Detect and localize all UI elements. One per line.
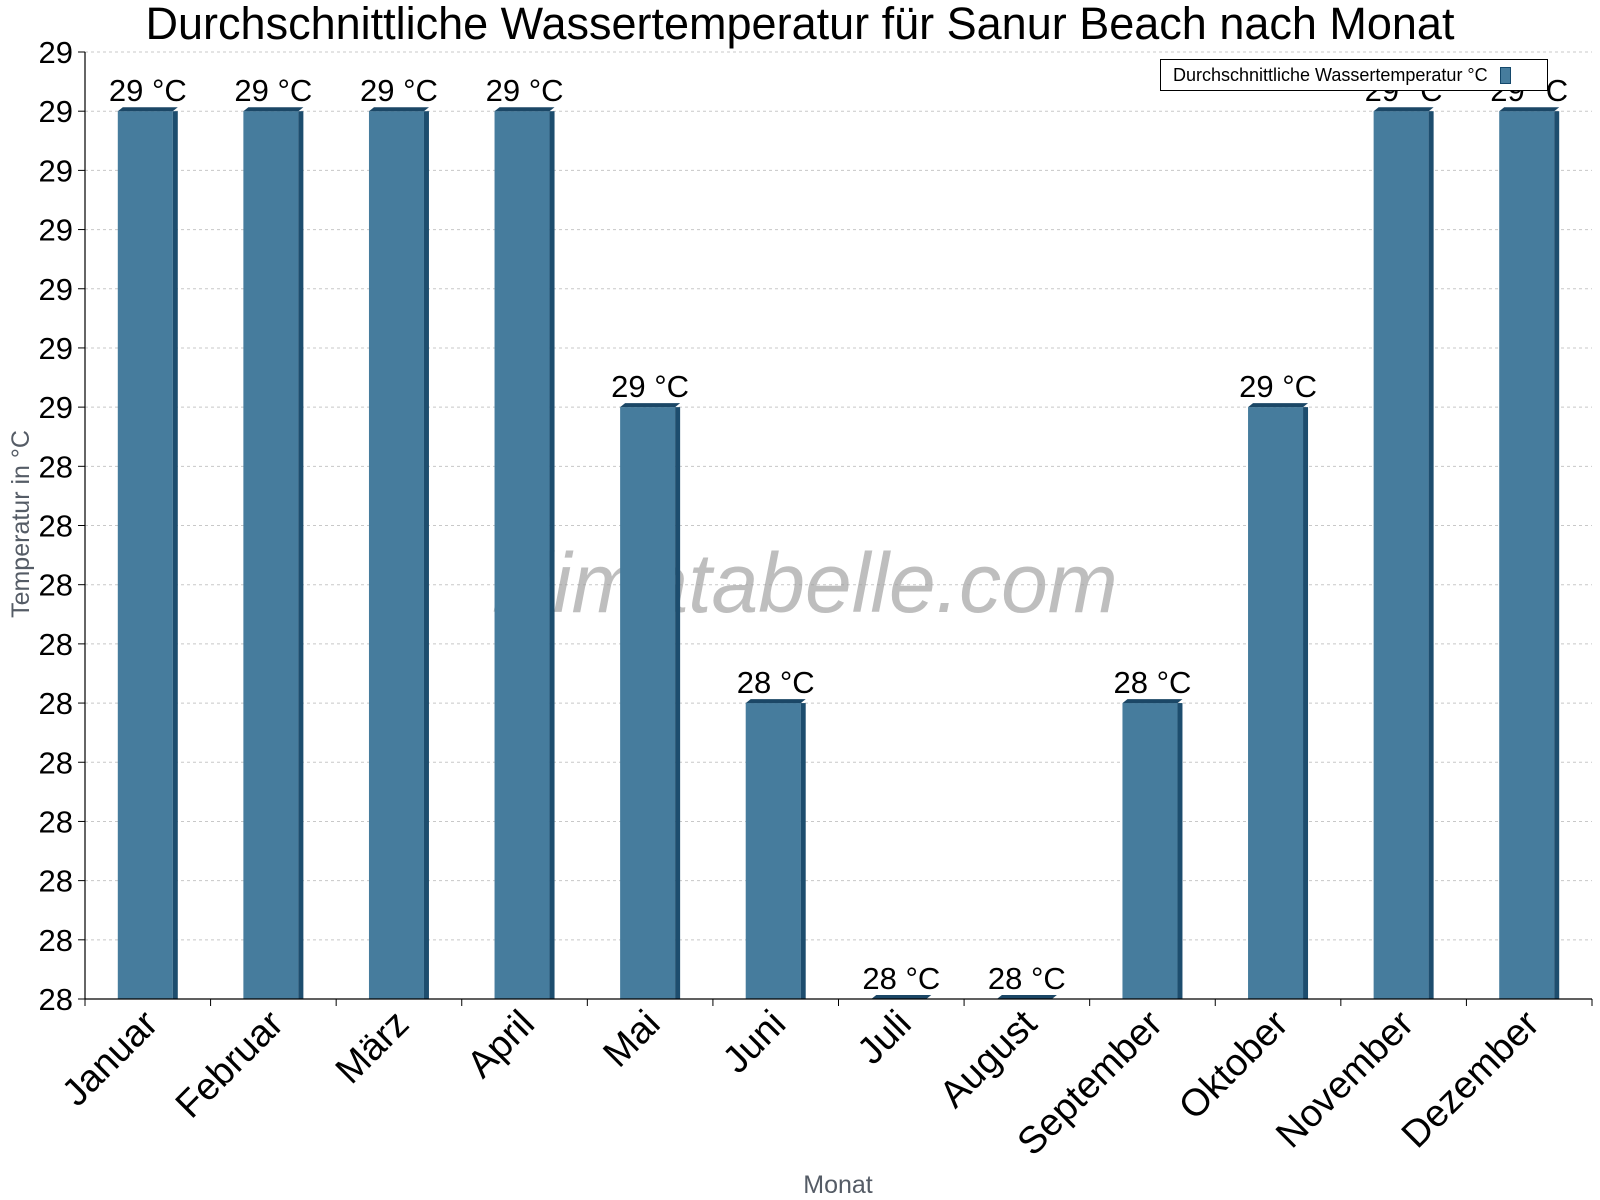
y-tick-label: 29	[39, 331, 73, 366]
x-category-label: August	[932, 1002, 1046, 1116]
x-category-label: Mai	[595, 1003, 668, 1076]
bar-front	[368, 111, 424, 999]
bar	[117, 107, 178, 999]
bar	[1373, 107, 1434, 999]
x-category-label: Juni	[715, 1003, 794, 1082]
bar-side	[423, 111, 429, 999]
y-axis-title: Temperatur in °C	[7, 430, 35, 618]
legend-label: Durchschnittliche Wassertemperatur °C	[1173, 64, 1488, 85]
x-axis-title: Monat	[803, 1171, 873, 1199]
y-tick-label: 29	[39, 35, 73, 70]
y-tick-label: 28	[39, 745, 73, 780]
data-label: 29 °C	[486, 73, 564, 108]
bar	[996, 995, 1057, 999]
bar-top	[117, 107, 178, 112]
data-label: 28 °C	[1114, 665, 1192, 700]
data-labels: 29 °C 29 °C 29 °C 29 °C 29 °C 28 °C 28 °C 28 °C…	[109, 73, 1568, 996]
data-label: 29 °C	[234, 73, 312, 108]
watermark-text: klimatabelle.com	[492, 536, 1118, 630]
y-tick-label: 28	[39, 686, 73, 721]
bar-side	[172, 111, 178, 999]
bar	[1499, 107, 1560, 999]
data-label: 29 °C	[611, 369, 689, 404]
bar	[494, 107, 555, 999]
bar-front	[117, 111, 173, 999]
x-category-label: April	[459, 1003, 542, 1086]
y-tick-label: 28	[39, 509, 73, 544]
x-category-label: Februar	[168, 1002, 292, 1126]
bar-front	[745, 703, 801, 999]
bar-side	[800, 703, 806, 999]
y-tick-label: 28	[39, 804, 73, 839]
bar-side	[549, 111, 555, 999]
y-tick-label: 29	[39, 390, 73, 425]
x-category-label: Oktober	[1171, 1002, 1297, 1128]
y-tick-label: 28	[39, 982, 73, 1017]
bar	[620, 403, 681, 999]
bar-front	[1373, 111, 1429, 999]
bar	[1248, 403, 1309, 999]
bar-side	[1554, 111, 1560, 999]
bar-side	[1303, 407, 1309, 999]
bar-top	[368, 107, 429, 112]
x-category-label: Dezember	[1394, 1002, 1548, 1156]
y-tick-label: 28	[39, 864, 73, 899]
bar-front	[1122, 703, 1178, 999]
bar-top	[1499, 107, 1560, 112]
bar-top	[871, 995, 932, 999]
data-label: 29 °C	[360, 73, 438, 108]
bar-top	[243, 107, 304, 112]
bar-top	[1373, 107, 1434, 112]
bar	[368, 107, 429, 999]
bar-front	[1499, 111, 1555, 999]
x-category-label: Januar	[54, 1002, 166, 1114]
y-tick-label: 29	[39, 94, 73, 129]
data-label: 28 °C	[737, 665, 815, 700]
y-tick-label: 29	[39, 153, 73, 188]
bar-front	[243, 111, 299, 999]
y-tick-label: 28	[39, 627, 73, 662]
bar-side	[1428, 111, 1434, 999]
y-tick-label: 29	[39, 272, 73, 307]
bar	[871, 995, 932, 999]
bar-side	[675, 407, 681, 999]
bar-side	[1177, 703, 1183, 999]
y-tick-label: 28	[39, 923, 73, 958]
bar-front	[620, 407, 676, 999]
data-label: 28 °C	[862, 961, 940, 996]
chart-title: Durchschnittliche Wassertemperatur für S…	[145, 0, 1455, 49]
legend-swatch	[1499, 66, 1511, 84]
data-label: 28 °C	[988, 961, 1066, 996]
bar-top	[1248, 403, 1309, 408]
axes	[78, 51, 1593, 1006]
bar	[243, 107, 304, 999]
y-axis-tick-labels: 28 28 28 28 28 28 28 28 28 28 29 29 29 29 29 29 29	[39, 35, 73, 1017]
x-axis-category-labels: Januar Februar März April Mai Juni Juli AugustS…	[54, 1002, 1548, 1163]
x-category-label: März	[328, 1003, 417, 1092]
bar-top	[620, 403, 681, 408]
y-tick-label: 29	[39, 213, 73, 248]
data-label: 29 °C	[1239, 369, 1317, 404]
bar-side	[298, 111, 304, 999]
bar-top	[1122, 699, 1183, 704]
legend: Durchschnittliche Wassertemperatur °C	[1160, 59, 1548, 91]
bar-top	[494, 107, 555, 112]
x-category-label: Juli	[850, 1003, 920, 1073]
bar	[1122, 699, 1183, 999]
bar-front	[494, 111, 550, 999]
y-tick-label: 28	[39, 449, 73, 484]
bar	[745, 699, 806, 999]
grid-lines	[85, 51, 1592, 941]
bar-top	[996, 995, 1057, 999]
bar-top	[745, 699, 806, 704]
y-tick-label: 28	[39, 568, 73, 603]
bars	[117, 107, 1560, 999]
bar-front	[1248, 407, 1304, 999]
data-label: 29 °C	[109, 73, 187, 108]
